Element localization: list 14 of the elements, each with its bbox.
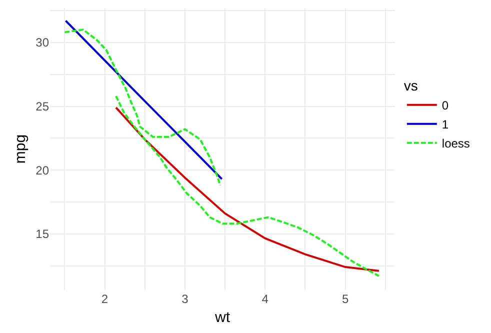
x-axis-title: wt	[214, 309, 231, 326]
legend-label: 0	[442, 98, 449, 113]
x-tick-label: 5	[342, 292, 349, 306]
x-tick-label: 2	[101, 292, 108, 306]
legend-title: vs	[404, 77, 418, 94]
y-axis-title: mpg	[12, 134, 29, 164]
x-tick-label: 4	[262, 292, 269, 306]
y-tick-label: 15	[36, 227, 50, 242]
x-tick-label: 3	[182, 292, 189, 306]
y-tick-label: 20	[36, 163, 50, 178]
y-tick-label: 25	[36, 99, 50, 114]
y-tick-label: 30	[36, 36, 50, 50]
legend-label: 1	[442, 118, 449, 132]
legend-label: loess	[442, 136, 470, 151]
